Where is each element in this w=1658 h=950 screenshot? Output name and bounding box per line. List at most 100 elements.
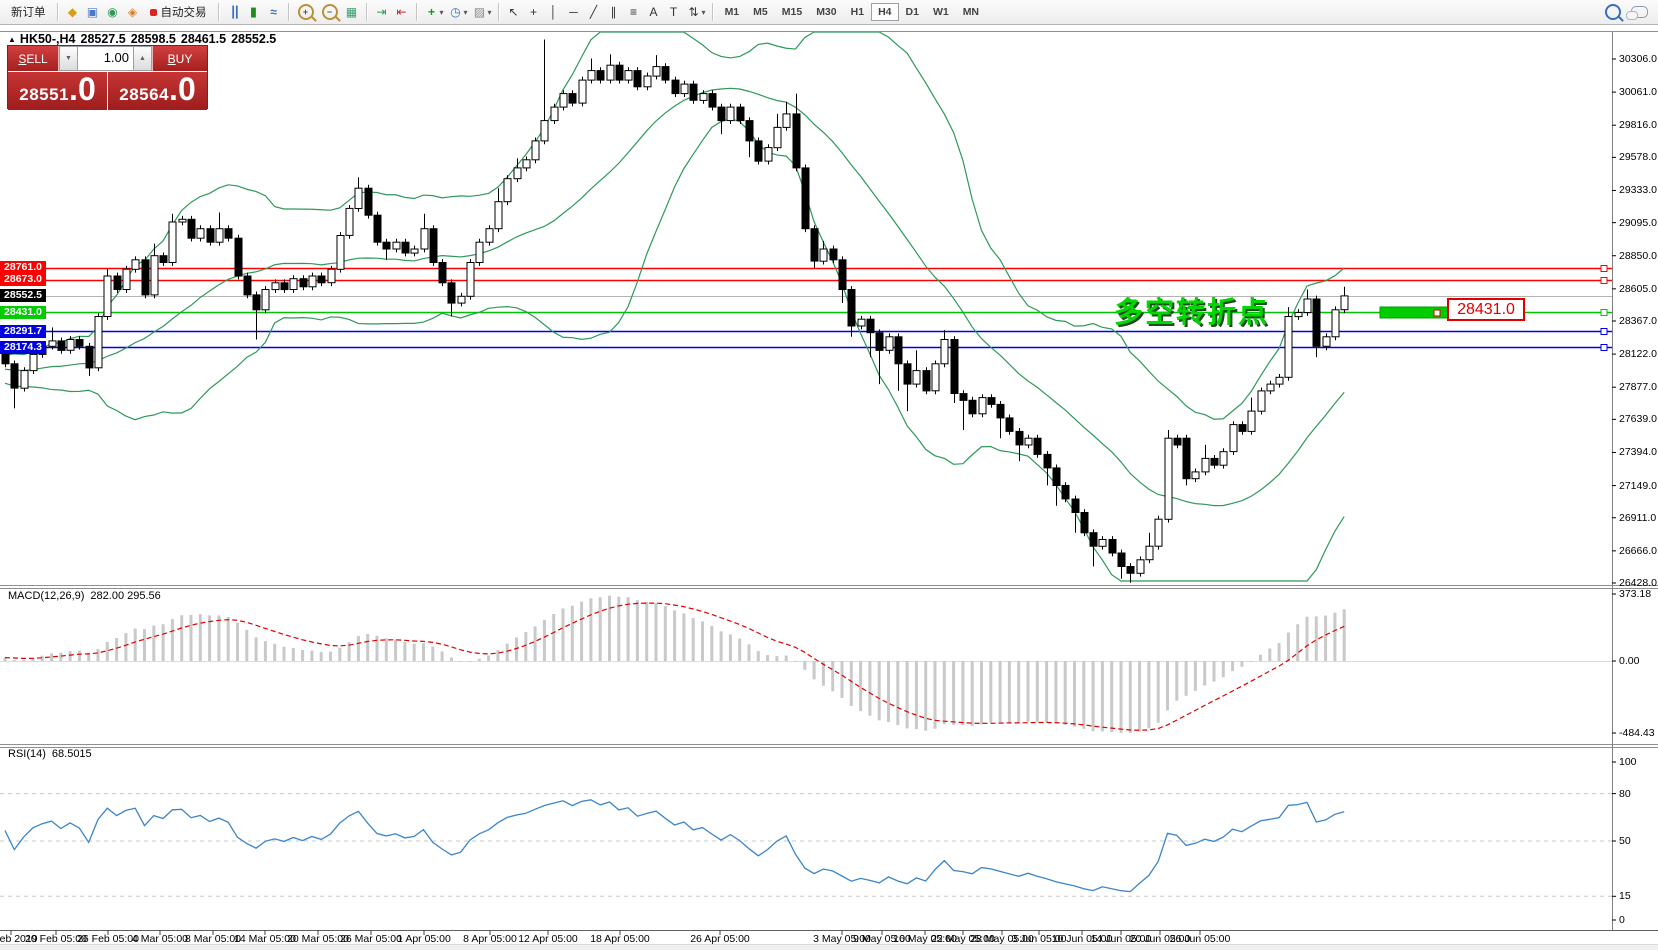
price-annotation-label[interactable]: 28431.0 — [1447, 298, 1525, 321]
candle[interactable] — [978, 397, 987, 415]
candle[interactable] — [438, 262, 447, 284]
candle[interactable] — [224, 228, 233, 239]
candle[interactable] — [1108, 539, 1117, 554]
candle[interactable] — [671, 79, 680, 95]
candle[interactable] — [792, 113, 801, 169]
candles[interactable] — [1, 39, 1349, 583]
candle[interactable] — [475, 241, 484, 263]
candle[interactable] — [1126, 566, 1135, 574]
bar-chart-icon[interactable]: ┃┃ — [229, 6, 240, 19]
candle[interactable] — [168, 221, 177, 263]
candle[interactable] — [420, 228, 429, 250]
candle[interactable] — [829, 248, 838, 261]
candle[interactable] — [568, 93, 577, 104]
candle[interactable] — [429, 228, 438, 263]
candle[interactable] — [652, 66, 661, 77]
candle[interactable] — [66, 339, 75, 351]
candle[interactable] — [1145, 545, 1154, 561]
candle[interactable] — [782, 113, 791, 128]
candle[interactable] — [810, 228, 819, 262]
candle[interactable] — [141, 259, 150, 296]
candle[interactable] — [1294, 312, 1303, 318]
candle[interactable] — [122, 268, 131, 290]
candle[interactable] — [587, 70, 596, 81]
timeframe-m1[interactable]: M1 — [724, 6, 740, 18]
text-icon[interactable]: A — [649, 5, 658, 19]
candle[interactable] — [940, 339, 949, 365]
vertical-line-icon[interactable]: │ — [549, 5, 558, 19]
candle[interactable] — [903, 363, 912, 385]
candle[interactable] — [513, 167, 522, 180]
candle[interactable] — [1005, 417, 1014, 432]
candle[interactable] — [289, 278, 298, 290]
candle[interactable] — [615, 64, 624, 81]
candle[interactable] — [968, 399, 977, 415]
candle[interactable] — [150, 255, 159, 296]
candle[interactable] — [345, 207, 354, 236]
candle[interactable] — [447, 282, 456, 304]
templates-icon[interactable]: ▨ — [473, 5, 486, 19]
candle[interactable] — [754, 140, 763, 162]
candle[interactable] — [57, 340, 66, 351]
candle[interactable] — [1071, 498, 1080, 513]
candle[interactable] — [1136, 559, 1145, 574]
candle[interactable] — [354, 187, 363, 209]
candle[interactable] — [1201, 457, 1210, 473]
candle[interactable] — [931, 363, 940, 392]
candle[interactable] — [1154, 518, 1163, 547]
candle[interactable] — [633, 70, 642, 88]
candle[interactable] — [20, 370, 29, 389]
candle[interactable] — [1173, 437, 1182, 446]
candle[interactable] — [550, 106, 559, 122]
annotation-handle[interactable] — [1433, 309, 1441, 317]
candle[interactable] — [234, 237, 243, 277]
candle[interactable] — [596, 70, 605, 81]
periods-icon[interactable]: ◷ — [450, 5, 461, 19]
candle[interactable] — [717, 106, 726, 122]
candle[interactable] — [1182, 437, 1191, 480]
fibonacci-icon[interactable]: ≡ — [630, 5, 638, 19]
candle[interactable] — [1043, 453, 1052, 469]
volume-field[interactable]: 1.00 — [78, 46, 133, 71]
candle[interactable] — [457, 295, 466, 304]
candle[interactable] — [1098, 539, 1107, 547]
annotation-green-bar[interactable] — [1379, 306, 1457, 319]
candle[interactable] — [838, 259, 847, 291]
candle[interactable] — [1052, 467, 1061, 486]
candle[interactable] — [1191, 471, 1200, 480]
tile-windows-icon[interactable]: ▦ — [345, 5, 358, 19]
candle[interactable] — [401, 241, 410, 254]
candle[interactable] — [48, 340, 57, 347]
candle[interactable] — [857, 318, 866, 327]
timeframe-m30[interactable]: M30 — [816, 6, 837, 18]
candle[interactable] — [801, 167, 810, 230]
candle[interactable] — [327, 268, 336, 284]
candle[interactable] — [996, 403, 1005, 419]
candle[interactable] — [503, 178, 512, 203]
candle[interactable] — [764, 147, 773, 162]
candle[interactable] — [606, 64, 615, 81]
candle[interactable] — [1312, 298, 1321, 347]
candle[interactable] — [559, 93, 568, 108]
candle[interactable] — [494, 201, 503, 230]
candle[interactable] — [736, 106, 745, 122]
sell-price[interactable]: 28551.0 — [8, 72, 108, 110]
chart-plot[interactable] — [0, 25, 1658, 950]
candle[interactable] — [1, 349, 10, 365]
candle[interactable] — [708, 93, 717, 108]
candle[interactable] — [252, 294, 261, 311]
candle[interactable] — [206, 228, 215, 243]
candle[interactable] — [75, 339, 84, 347]
candle[interactable] — [159, 255, 168, 263]
candle[interactable] — [1275, 376, 1284, 385]
market-watch-icon[interactable]: ◆ — [67, 5, 78, 19]
candle[interactable] — [94, 316, 103, 369]
candle[interactable] — [531, 140, 540, 161]
timeframe-m5[interactable]: M5 — [753, 6, 768, 18]
arrows-icon[interactable]: ⇅ — [688, 5, 699, 19]
candle[interactable] — [912, 370, 921, 385]
candle[interactable] — [522, 159, 531, 169]
candle[interactable] — [243, 275, 252, 296]
timeframe-w1[interactable]: W1 — [932, 6, 949, 18]
candle[interactable] — [103, 275, 112, 317]
